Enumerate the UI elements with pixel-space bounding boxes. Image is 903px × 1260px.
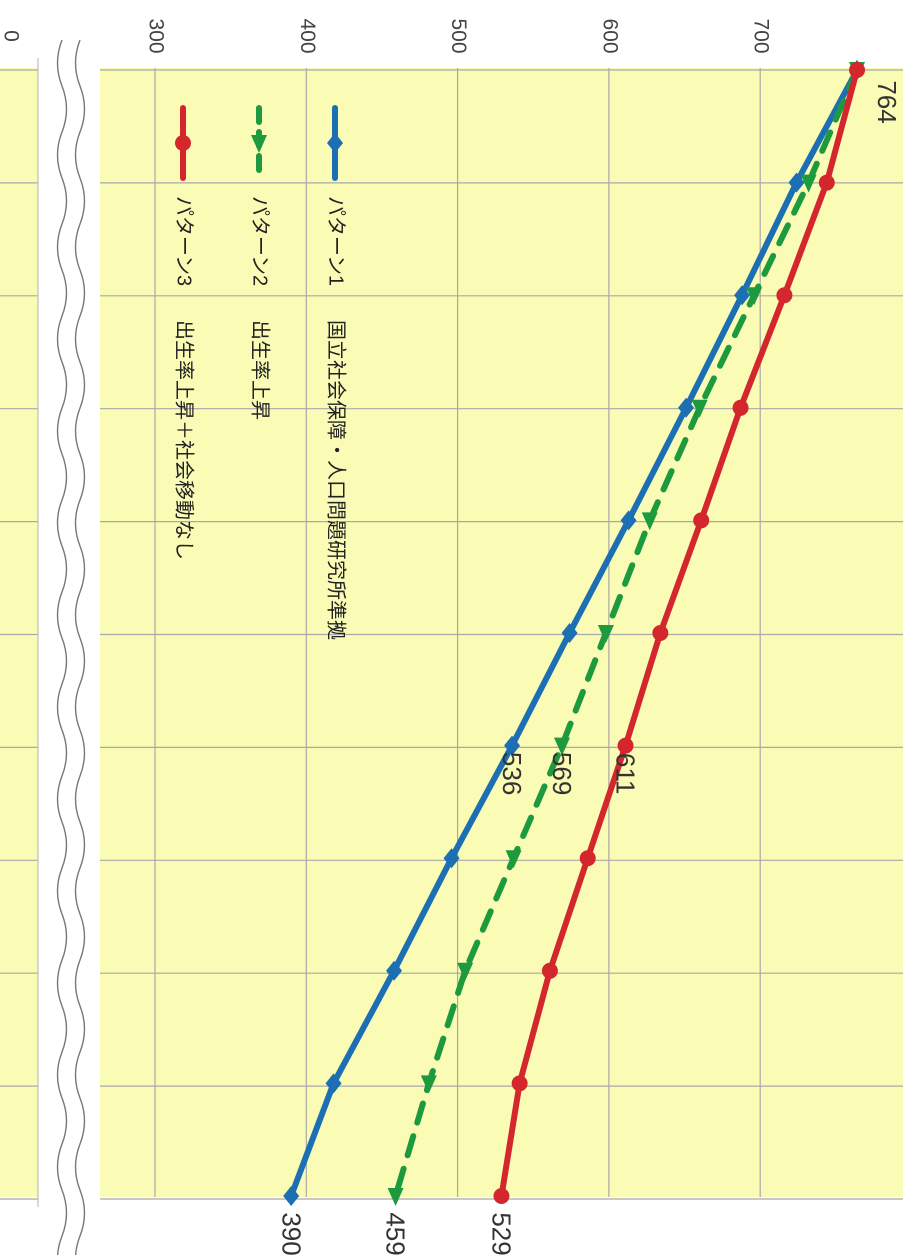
- legend-series-name: パターン3: [173, 196, 196, 286]
- data-point: [504, 735, 521, 756]
- zero-strip-background: [0, 68, 38, 1197]
- data-point: [325, 1073, 342, 1094]
- data-point: [617, 737, 634, 754]
- data-point: [387, 1188, 404, 1206]
- data-point: [443, 848, 460, 869]
- series-1: [283, 60, 866, 1206]
- data-point: [511, 1075, 528, 1092]
- data-point: [420, 1075, 437, 1094]
- data-point: [493, 1188, 510, 1204]
- value-tick-label: 600: [598, 18, 621, 53]
- data-point: [641, 512, 658, 531]
- data-point: [620, 510, 637, 531]
- series-3: [493, 62, 866, 1204]
- legend-marker: [175, 135, 191, 151]
- data-point: [746, 287, 763, 306]
- data-label: 390: [276, 1212, 306, 1255]
- legend-marker: [327, 133, 343, 153]
- data-point: [457, 962, 474, 981]
- value-tick-label: 0: [0, 30, 22, 42]
- legend-series-name: パターン2: [249, 196, 272, 286]
- value-tick-label: 500: [447, 18, 470, 53]
- axis-break-wave: [56, 39, 68, 1260]
- value-tick-label: 400: [296, 18, 319, 53]
- data-point: [561, 623, 578, 643]
- legend-description: 出生率上昇: [249, 320, 272, 420]
- data-point: [818, 174, 835, 191]
- data-point: [776, 287, 793, 304]
- data-label: 611: [611, 753, 641, 794]
- legend-description: 出生率上昇＋社会移動なし: [173, 320, 196, 560]
- data-point: [691, 399, 708, 418]
- data-label: 529: [487, 1212, 517, 1255]
- value-tick-label: 300: [144, 18, 167, 53]
- data-point: [283, 1186, 300, 1206]
- value-tick-label: 700: [750, 18, 773, 53]
- data-point: [732, 399, 749, 416]
- plot-background: [100, 68, 903, 1197]
- data-point: [505, 850, 522, 869]
- data-point: [597, 625, 614, 643]
- legend-description: 国立社会保障・人口問題研究所準拠: [325, 320, 348, 640]
- legend: パターン1 国立社会保障・人口問題研究所準拠 パターン2 出生率上昇 パターン3 出生率上…: [173, 105, 348, 640]
- data-label: 569: [547, 752, 577, 795]
- data-label: 764: [872, 80, 902, 123]
- data-point: [579, 850, 596, 867]
- data-point: [386, 960, 403, 981]
- data-label: 459: [381, 1212, 411, 1255]
- legend-series-name: パターン1: [325, 196, 348, 286]
- axis-break-wave: [74, 39, 86, 1260]
- data-point: [800, 174, 817, 193]
- data-point: [849, 62, 866, 78]
- axis-break-gap: [44, 40, 98, 1255]
- data-point: [553, 737, 570, 756]
- data-point: [678, 397, 695, 418]
- data-point: [788, 172, 805, 193]
- series-2: [387, 62, 866, 1206]
- data-point: [734, 285, 751, 306]
- grid: [0, 68, 903, 1200]
- data-label: 536: [497, 752, 527, 795]
- legend-marker: [251, 135, 267, 153]
- data-point: [652, 625, 669, 641]
- data-point: [541, 962, 558, 979]
- data-point: [693, 512, 710, 529]
